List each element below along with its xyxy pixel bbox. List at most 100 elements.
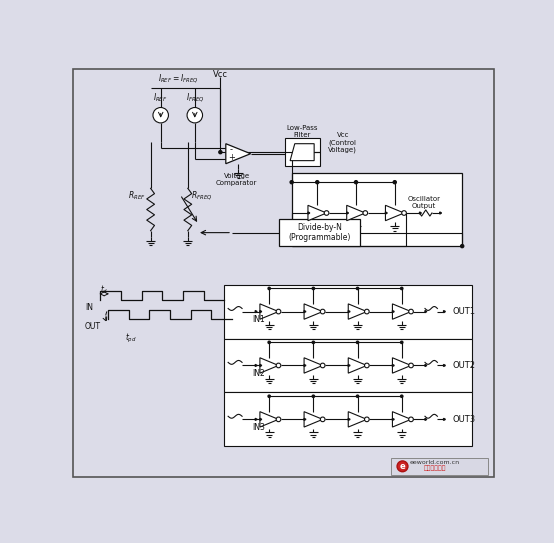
Bar xyxy=(279,219,360,246)
Polygon shape xyxy=(440,212,442,214)
Polygon shape xyxy=(304,311,306,313)
Circle shape xyxy=(316,181,319,184)
Circle shape xyxy=(320,310,325,314)
Text: IN3: IN3 xyxy=(252,422,265,432)
Circle shape xyxy=(268,287,270,289)
Bar xyxy=(291,173,462,246)
Bar xyxy=(285,138,320,166)
Circle shape xyxy=(365,417,369,422)
Polygon shape xyxy=(347,212,348,214)
Text: $I_{REF} = I_{FREQ}$: $I_{REF} = I_{FREQ}$ xyxy=(157,73,198,85)
Circle shape xyxy=(460,244,464,248)
Text: Vcc: Vcc xyxy=(213,70,228,79)
Circle shape xyxy=(401,287,403,289)
Bar xyxy=(224,338,472,393)
Circle shape xyxy=(409,417,413,422)
Circle shape xyxy=(312,341,315,344)
Circle shape xyxy=(320,363,325,368)
Circle shape xyxy=(365,310,369,314)
Polygon shape xyxy=(444,418,445,420)
Text: $R_{FREQ}$: $R_{FREQ}$ xyxy=(191,190,213,203)
Polygon shape xyxy=(260,358,279,373)
Text: OUT: OUT xyxy=(85,323,101,331)
Circle shape xyxy=(356,395,358,397)
Circle shape xyxy=(356,341,358,344)
Polygon shape xyxy=(425,364,427,367)
Text: Vcc
(Control
Voltage): Vcc (Control Voltage) xyxy=(329,132,357,154)
Polygon shape xyxy=(392,304,411,319)
Polygon shape xyxy=(290,144,314,161)
Circle shape xyxy=(409,310,413,314)
Polygon shape xyxy=(255,364,257,367)
Circle shape xyxy=(276,363,281,368)
Polygon shape xyxy=(308,205,326,220)
Circle shape xyxy=(187,108,203,123)
Text: $t_d$: $t_d$ xyxy=(100,284,109,296)
Polygon shape xyxy=(348,418,350,420)
Text: Divide-by-N
(Programmable): Divide-by-N (Programmable) xyxy=(288,223,350,242)
Circle shape xyxy=(320,417,325,422)
Polygon shape xyxy=(260,311,261,313)
Text: Voltage
Comparator: Voltage Comparator xyxy=(216,173,258,186)
Polygon shape xyxy=(348,364,350,367)
Polygon shape xyxy=(304,418,306,420)
Circle shape xyxy=(402,211,407,216)
Text: OUT1: OUT1 xyxy=(453,307,476,316)
Polygon shape xyxy=(260,304,279,319)
Polygon shape xyxy=(260,364,261,367)
Text: IN1: IN1 xyxy=(252,315,265,324)
Polygon shape xyxy=(348,311,350,313)
Bar xyxy=(224,285,472,338)
Text: $I_{FREQ}$: $I_{FREQ}$ xyxy=(186,91,204,104)
Circle shape xyxy=(276,417,281,422)
Circle shape xyxy=(219,150,222,154)
Circle shape xyxy=(365,363,369,368)
Circle shape xyxy=(153,108,168,123)
Bar xyxy=(391,458,488,475)
Polygon shape xyxy=(304,358,322,373)
Circle shape xyxy=(401,395,403,397)
Polygon shape xyxy=(419,212,422,214)
Polygon shape xyxy=(348,304,367,319)
Circle shape xyxy=(268,395,270,397)
Text: Oscillator
Output: Oscillator Output xyxy=(408,195,440,209)
Circle shape xyxy=(312,287,315,289)
Polygon shape xyxy=(308,212,310,214)
Polygon shape xyxy=(260,412,279,427)
Polygon shape xyxy=(392,418,394,420)
Text: e: e xyxy=(399,462,406,471)
Circle shape xyxy=(401,341,403,344)
Polygon shape xyxy=(348,412,367,427)
Polygon shape xyxy=(386,212,387,214)
Polygon shape xyxy=(260,418,261,420)
Circle shape xyxy=(363,211,368,216)
Polygon shape xyxy=(304,364,306,367)
Polygon shape xyxy=(392,364,394,367)
Text: 电子工程世界: 电子工程世界 xyxy=(424,466,447,471)
Circle shape xyxy=(324,211,329,216)
Polygon shape xyxy=(425,418,427,420)
Circle shape xyxy=(276,310,281,314)
Polygon shape xyxy=(255,311,257,313)
Circle shape xyxy=(393,181,396,184)
Text: Low-Pass
Filter: Low-Pass Filter xyxy=(286,125,318,138)
Polygon shape xyxy=(386,205,404,220)
Circle shape xyxy=(356,287,358,289)
Text: IN: IN xyxy=(85,303,93,312)
Polygon shape xyxy=(347,205,365,220)
Text: $I_{REF}$: $I_{REF}$ xyxy=(153,91,168,104)
Text: OUT2: OUT2 xyxy=(453,361,476,370)
Text: OUT3: OUT3 xyxy=(453,415,476,424)
Bar xyxy=(224,393,472,446)
Circle shape xyxy=(397,461,408,472)
Text: $t_{pd}$: $t_{pd}$ xyxy=(125,332,137,345)
Polygon shape xyxy=(392,358,411,373)
Text: +: + xyxy=(228,154,235,162)
Circle shape xyxy=(290,181,293,184)
Text: -: - xyxy=(230,145,233,154)
Circle shape xyxy=(355,181,357,184)
Polygon shape xyxy=(226,144,250,164)
Circle shape xyxy=(268,341,270,344)
Polygon shape xyxy=(444,364,445,367)
Text: $R_{REF}$: $R_{REF}$ xyxy=(128,190,146,203)
